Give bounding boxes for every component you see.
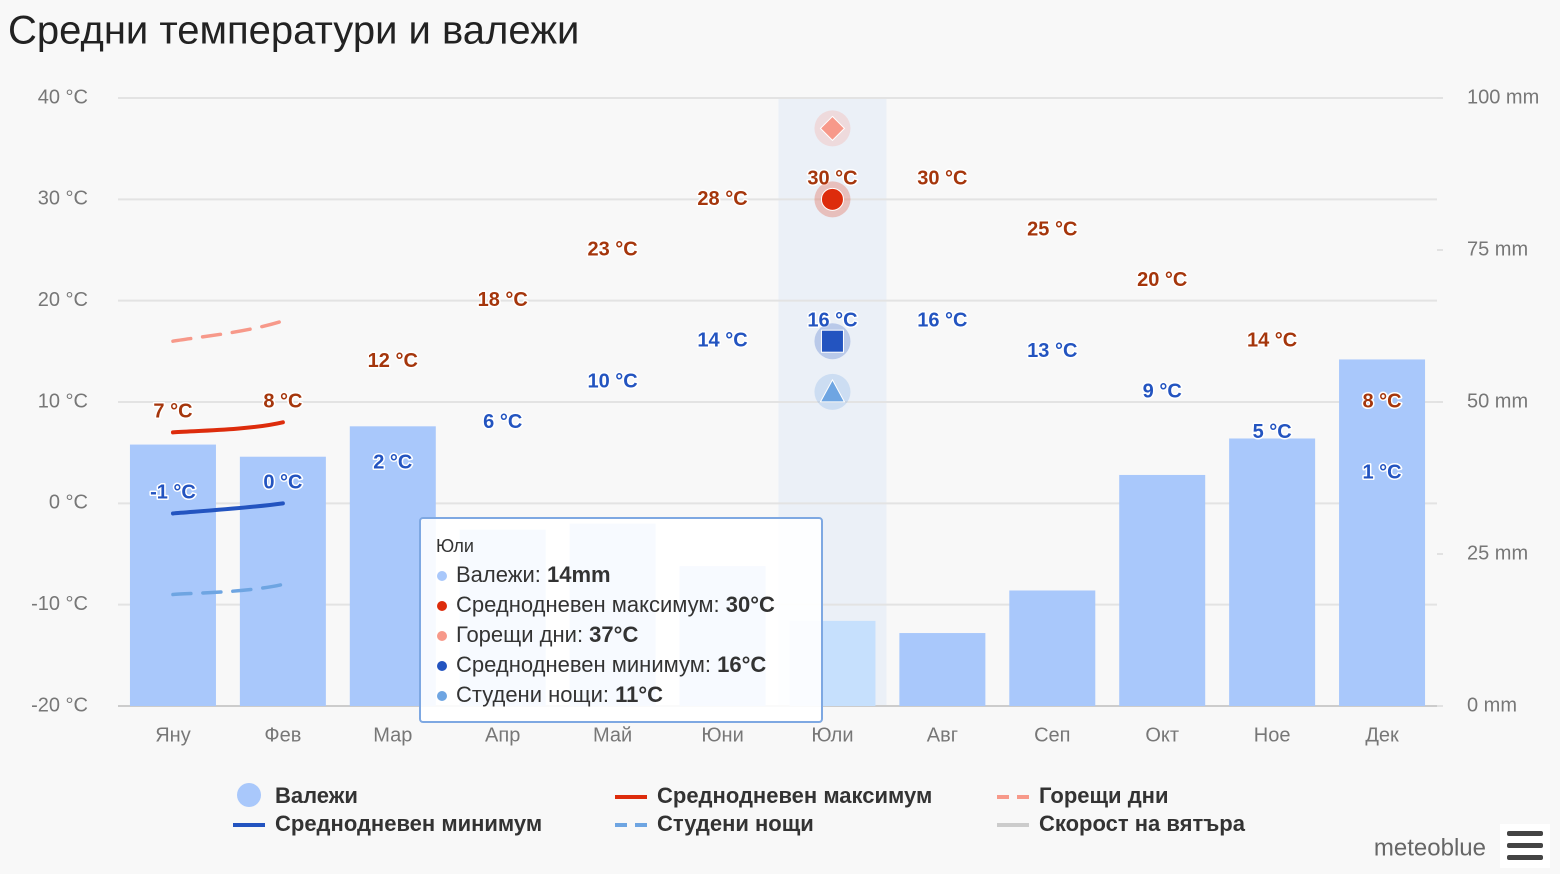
data-label: 16 °C [917, 309, 967, 331]
tooltip-box [419, 517, 823, 723]
legend-swatch [237, 783, 261, 807]
precip-bar [1339, 359, 1426, 706]
x-tick-label: Окт [1145, 724, 1179, 746]
legend-label[interactable]: Студени нощи [657, 811, 814, 836]
x-tick-label: Юли [811, 724, 853, 746]
tooltip-value: 16°C [717, 652, 766, 677]
tooltip-name: Горещи дни [456, 622, 577, 647]
precip-bar [1229, 438, 1316, 706]
data-label: 28 °C [697, 188, 747, 210]
data-label: 8 °C [1362, 391, 1401, 413]
x-tick-label: Дек [1365, 724, 1399, 746]
y2-tick-label: 100 mm [1467, 86, 1539, 108]
precip-bar [1009, 590, 1096, 706]
chart-title: Средни температури и валежи [8, 9, 579, 53]
tooltip-row: Валежи: 14mm [456, 562, 611, 587]
tooltip-name: Студени нощи [456, 682, 603, 707]
y2-tick-label: 75 mm [1467, 238, 1528, 260]
x-tick-label: Юни [701, 724, 743, 746]
tooltip-name: Среднодневен минимум [456, 652, 705, 677]
series-line [170, 420, 285, 435]
marker [819, 115, 846, 142]
tooltip-name: Среднодневен максимум [456, 592, 714, 617]
precip-bar [239, 456, 326, 706]
x-tick-label: Яну [155, 724, 191, 746]
data-label: 2 °C [373, 451, 412, 473]
tooltip: Юли Валежи: 14mm Среднодневен максимум: 30… [419, 517, 823, 723]
x-tick-label: Ное [1254, 724, 1291, 746]
data-label: 20 °C [1137, 269, 1187, 291]
x-tick-label: Сеп [1034, 724, 1070, 746]
x-tick-label: Мар [373, 724, 412, 746]
tooltip-row: Студени нощи: 11°C [456, 682, 663, 707]
y-tick-label: 0 °C [49, 492, 88, 514]
data-label: 13 °C [1027, 340, 1077, 362]
y-tick-label: 40 °C [38, 86, 88, 108]
data-label: 6 °C [483, 411, 522, 433]
data-label: 25 °C [1027, 218, 1077, 240]
precip-bar [1119, 474, 1206, 706]
x-tick-label: Авг [927, 724, 958, 746]
marker [819, 378, 846, 403]
series-line [170, 501, 285, 516]
data-label: 9 °C [1143, 380, 1182, 402]
legend-label[interactable]: Среднодневен минимум [275, 811, 542, 836]
marker [820, 329, 844, 353]
tooltip-value: 11°C [615, 682, 663, 707]
y2-tick-label: 25 mm [1467, 542, 1528, 564]
menu-button[interactable] [1500, 824, 1550, 868]
precip-bar [899, 633, 986, 706]
brand: meteoblue [1374, 834, 1486, 861]
data-label: 7 °C [153, 401, 192, 423]
data-label: 14 °C [697, 330, 747, 352]
y2-tick-label: 50 mm [1467, 390, 1528, 412]
tooltip-row: Среднодневен минимум: 16°C [456, 652, 766, 677]
data-label: -1 °C [150, 482, 196, 504]
data-label: 12 °C [368, 350, 418, 372]
data-label: 18 °C [478, 289, 528, 311]
tooltip-row: Среднодневен максимум: 30°C [456, 592, 775, 617]
tooltip-value: 14mm [547, 562, 611, 587]
tooltip-dot [437, 601, 447, 611]
marker [820, 187, 844, 211]
y-tick-label: 20 °C [38, 289, 88, 311]
legend-label[interactable]: Валежи [275, 783, 358, 808]
tooltip-value: 30°C [726, 592, 775, 617]
tooltip-row: Горещи дни: 37°C [456, 622, 638, 647]
series-line [171, 582, 285, 597]
y-tick-label: -10 °C [31, 593, 88, 615]
x-tick-label: Май [593, 724, 632, 746]
precip-bar [129, 444, 216, 706]
legend-label[interactable]: Скорост на вятъра [1039, 811, 1246, 836]
tooltip-dot [437, 631, 447, 641]
tooltip-dot [437, 571, 447, 581]
y-tick-label: -20 °C [31, 694, 88, 716]
tooltip-title: Юли [436, 536, 474, 556]
tooltip-value: 37°C [589, 622, 638, 647]
data-label: 23 °C [588, 239, 638, 261]
data-label: 10 °C [588, 370, 638, 392]
tooltip-name: Валежи [456, 562, 535, 587]
data-label: 1 °C [1362, 461, 1401, 483]
y2-tick-label: 0 mm [1467, 694, 1517, 716]
y-tick-label: 10 °C [38, 390, 88, 412]
data-label: 8 °C [263, 391, 302, 413]
tooltip-dot [437, 691, 447, 701]
data-label: 30 °C [917, 168, 967, 190]
x-tick-label: Фев [264, 724, 301, 746]
tooltip-dot [437, 661, 447, 671]
data-label: 30 °C [807, 168, 857, 190]
data-label: 0 °C [263, 472, 302, 494]
legend-label[interactable]: Среднодневен максимум [657, 783, 932, 808]
series-line [171, 319, 285, 343]
data-label: 14 °C [1247, 330, 1297, 352]
data-label: 5 °C [1253, 421, 1292, 443]
legend-label[interactable]: Горещи дни [1039, 783, 1168, 808]
y-tick-label: 30 °C [38, 188, 88, 210]
x-tick-label: Апр [485, 724, 520, 746]
data-label: 16 °C [807, 309, 857, 331]
